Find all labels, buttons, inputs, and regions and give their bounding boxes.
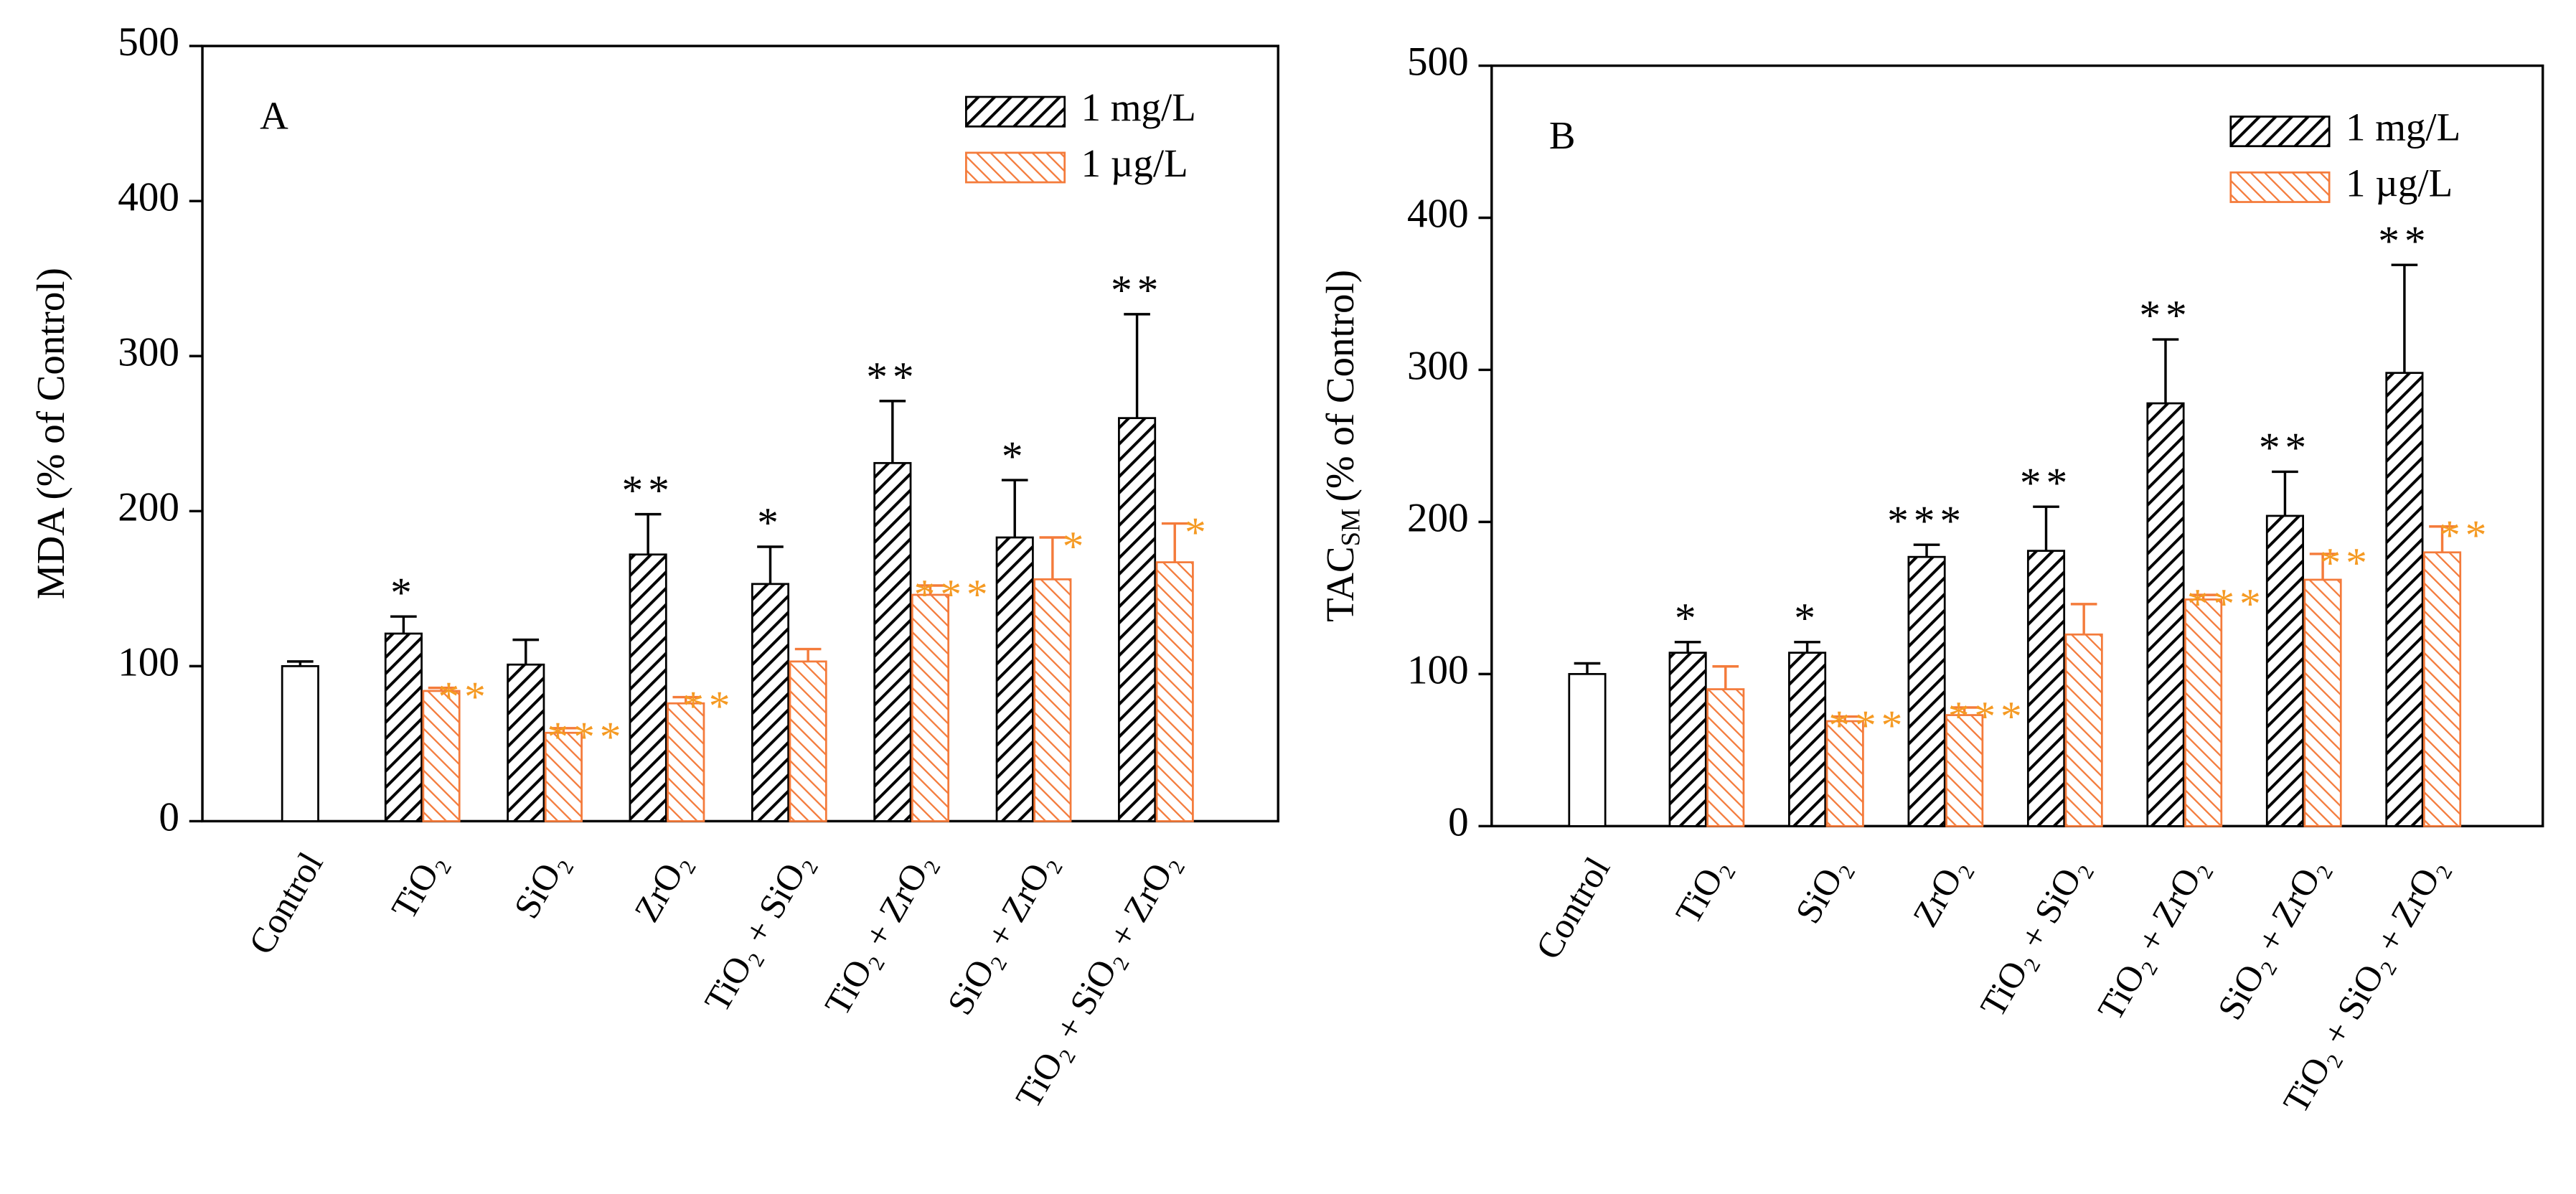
- legend-swatch: [965, 151, 1066, 184]
- significance-stars: *: [1675, 594, 1701, 641]
- significance-stars: ***: [1887, 497, 1966, 544]
- y-tick-label: 200: [118, 484, 179, 530]
- bar: [1706, 688, 1745, 827]
- legend-label: 1 µg/L: [1081, 141, 1188, 185]
- bar: [384, 632, 423, 822]
- bar: [1668, 652, 1707, 827]
- x-tick-label: TiO₂ + ZrO₂: [2090, 850, 2214, 1027]
- significance-stars: *: [1002, 432, 1028, 479]
- significance-stars: *: [1794, 594, 1820, 641]
- legend-label: 1 µg/L: [2346, 161, 2453, 205]
- x-tick-label: ZrO₂: [626, 845, 697, 929]
- bar: [422, 690, 461, 822]
- y-tick-label: 400: [118, 174, 179, 220]
- legend-swatch: [2229, 171, 2331, 203]
- x-tick-label: TiO₂: [383, 845, 453, 926]
- bar: [873, 461, 912, 822]
- bar: [2422, 551, 2462, 827]
- significance-stars: *: [757, 499, 784, 546]
- bar: [995, 536, 1034, 822]
- y-axis-label: MDA (% of Control): [29, 268, 72, 599]
- bar: [629, 553, 667, 822]
- significance-stars: **: [2139, 291, 2191, 339]
- bar: [1118, 417, 1157, 822]
- x-tick-label: SiO₂ + ZrO₂: [2209, 850, 2334, 1026]
- y-tick-label: 0: [1448, 799, 1469, 845]
- y-tick-label: 500: [118, 19, 179, 65]
- significance-stars: *: [1063, 522, 1089, 570]
- bar: [789, 660, 827, 822]
- bar: [2064, 633, 2103, 827]
- bar: [1945, 714, 1984, 827]
- bar: [1155, 561, 1194, 822]
- significance-stars: **: [2259, 424, 2311, 471]
- x-tick-label: SiO₂: [506, 845, 575, 925]
- bar: [2265, 514, 2304, 827]
- legend-label: 1 mg/L: [1081, 85, 1196, 129]
- bar: [1907, 555, 1946, 827]
- bar: [2385, 372, 2424, 827]
- y-tick-label: 500: [1407, 39, 1469, 85]
- y-tick-label: 100: [118, 639, 179, 685]
- significance-stars: **: [2378, 217, 2430, 264]
- y-axis-label: TACSM (% of Control): [1317, 270, 1365, 622]
- bar: [1568, 672, 1607, 827]
- legend-swatch: [2229, 116, 2331, 148]
- significance-stars: **: [866, 353, 918, 400]
- significance-stars: *: [390, 568, 417, 616]
- y-tick-label: 100: [1407, 647, 1469, 692]
- x-tick-label: TiO₂ + ZrO₂: [817, 845, 941, 1022]
- bar: [2184, 598, 2223, 827]
- x-tick-label: SiO₂: [1787, 850, 1856, 930]
- x-tick-label: TiO₂ + SiO₂: [697, 845, 820, 1018]
- plot-frame: [201, 44, 1279, 823]
- significance-stars: **: [438, 673, 490, 720]
- significance-stars: ***: [1828, 702, 1907, 749]
- bar: [507, 663, 545, 822]
- bar: [2146, 402, 2185, 827]
- y-label-main: MDA (% of Control): [29, 268, 72, 599]
- x-tick-label: TiO₂: [1668, 850, 1737, 931]
- panel-label: A: [260, 94, 288, 138]
- x-tick-label: Control: [240, 845, 330, 961]
- y-tick-label: 400: [1407, 192, 1469, 237]
- y-tick-label: 300: [118, 329, 179, 375]
- x-tick-label: TiO₂ + SiO₂: [1973, 850, 2096, 1023]
- significance-stars: ***: [2187, 580, 2266, 627]
- y-label-rest: (% of Control): [1317, 270, 1361, 502]
- significance-stars: *: [1185, 509, 1211, 556]
- legend-label: 1 mg/L: [2346, 105, 2460, 149]
- significance-stars: **: [682, 682, 735, 730]
- panel-label: B: [1549, 113, 1576, 157]
- bar: [1033, 578, 1072, 822]
- x-tick-label: ZrO₂: [1905, 850, 1976, 934]
- plot-frame: [1490, 64, 2544, 828]
- bar: [751, 583, 790, 822]
- y-tick-label: 0: [159, 795, 179, 840]
- y-tick-label: 300: [1407, 344, 1469, 389]
- bar: [544, 731, 583, 822]
- legend-swatch: [965, 95, 1066, 128]
- x-tick-label: Control: [1528, 850, 1617, 966]
- y-tick-label: 200: [1407, 496, 1469, 541]
- significance-stars: ***: [1948, 692, 2027, 740]
- bar: [667, 702, 705, 822]
- significance-stars: **: [2020, 459, 2072, 506]
- significance-stars: ***: [914, 570, 993, 618]
- significance-stars: ***: [547, 713, 626, 761]
- bar: [1788, 652, 1827, 827]
- significance-stars: **: [622, 466, 674, 514]
- bar: [281, 664, 319, 822]
- x-tick-label: SiO₂ + ZrO₂: [939, 845, 1064, 1021]
- significance-stars: **: [2439, 512, 2491, 559]
- y-label-main: TAC: [1317, 546, 1361, 621]
- significance-stars: **: [2320, 539, 2372, 586]
- bar: [2026, 550, 2066, 827]
- significance-stars: **: [1111, 266, 1163, 314]
- bar: [911, 593, 950, 822]
- y-label-sub: SM: [1336, 509, 1365, 547]
- bar: [2303, 578, 2342, 827]
